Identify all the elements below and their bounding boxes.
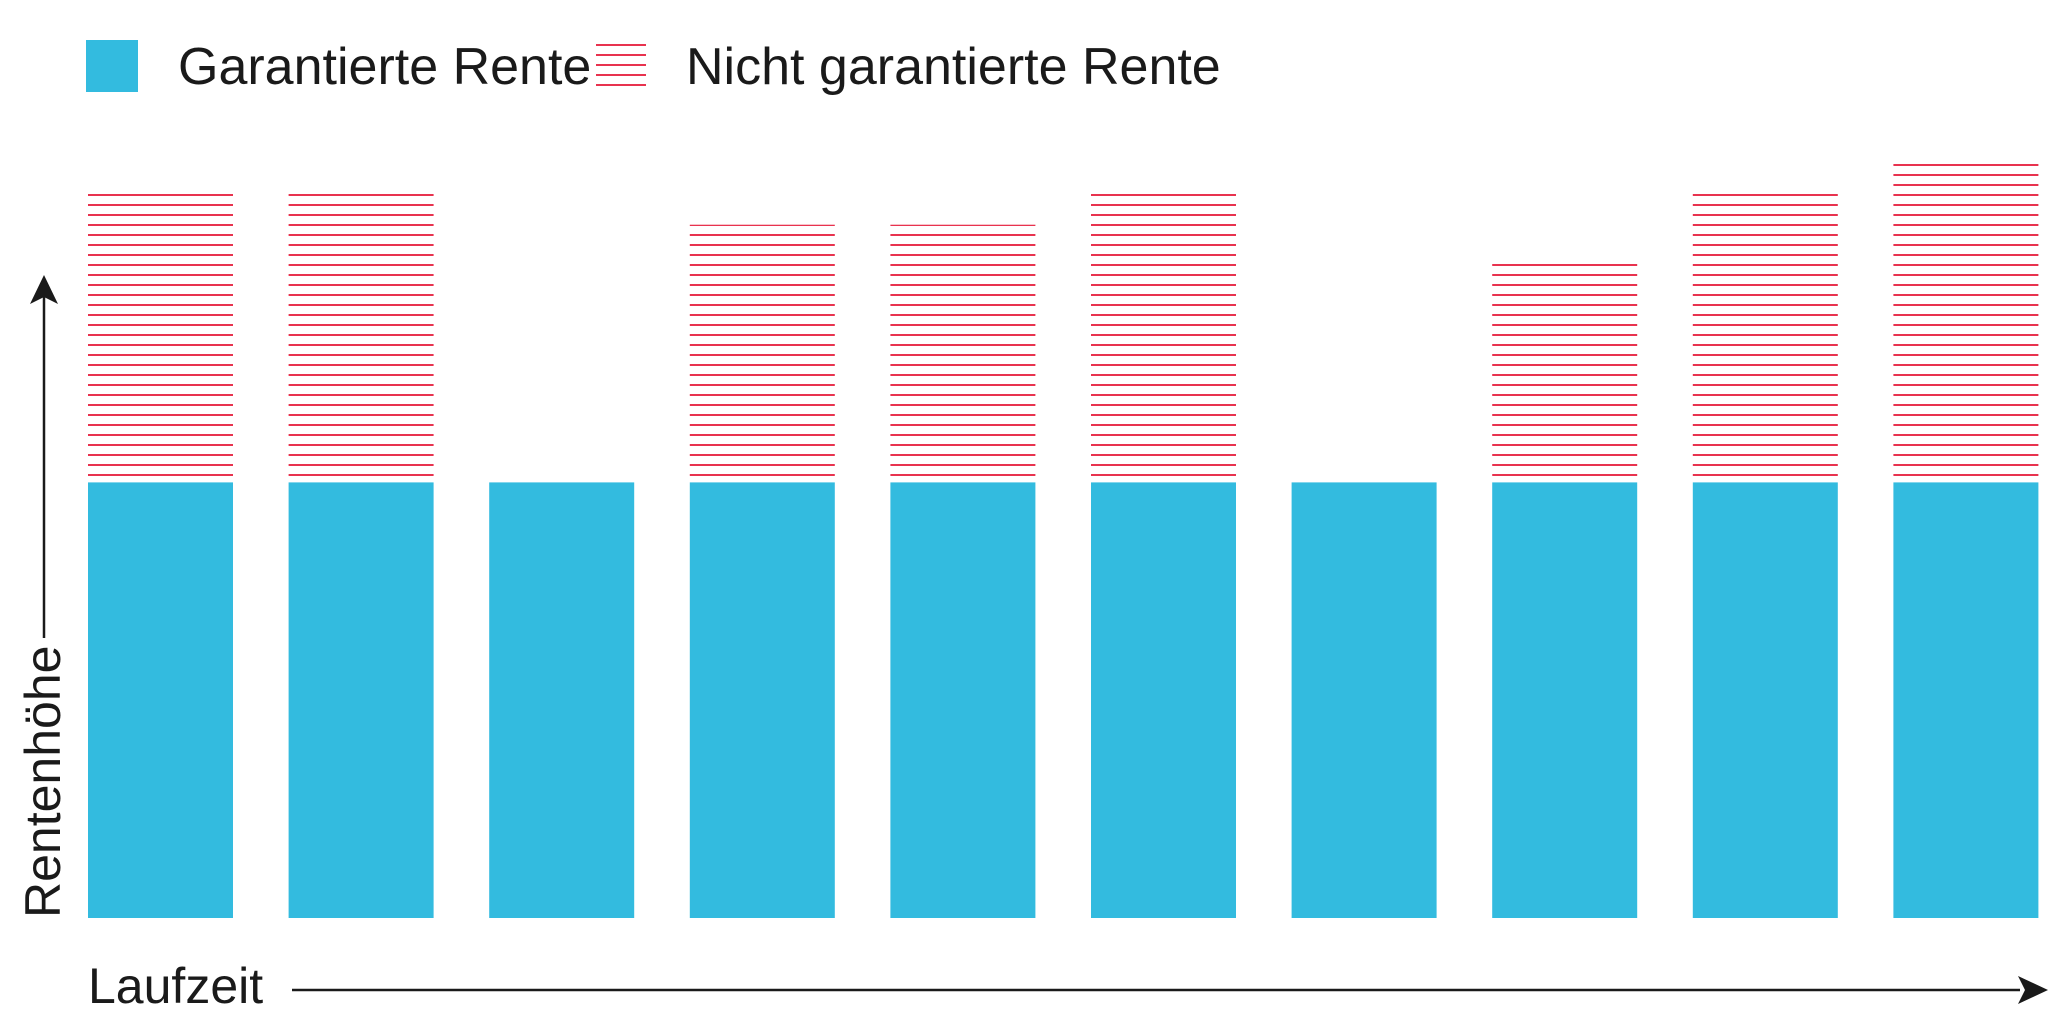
bar-guaranteed-1 [88,482,233,918]
bar-non-guaranteed-5 [890,224,1036,483]
bar-non-guaranteed-10 [1893,159,2039,483]
bar-non-guaranteed-4 [689,224,835,483]
bar-non-guaranteed-2 [288,192,434,483]
legend-label-non-guaranteed: Nicht garantierte Rente [686,38,1221,96]
x-axis-arrowhead [2018,976,2048,1004]
bar-guaranteed-6 [1091,482,1236,918]
x-axis-label: Laufzeit [88,958,263,1014]
bar-non-guaranteed-6 [1091,192,1236,483]
bar-non-guaranteed-8 [1492,257,1638,483]
bar-guaranteed-9 [1692,482,1838,918]
bar-guaranteed-4 [689,482,835,918]
bar-guaranteed-7 [1291,482,1437,918]
bar-guaranteed-2 [288,482,434,918]
bar-guaranteed-10 [1893,482,2039,918]
bar-non-guaranteed-9 [1692,192,1838,483]
y-axis-label: Rentenhöhe [15,646,71,918]
bar-guaranteed-3 [489,482,635,918]
legend-swatch-guaranteed [86,40,138,92]
bar-guaranteed-8 [1492,482,1638,918]
bar-guaranteed-5 [890,482,1036,918]
x-axis: Laufzeit [88,958,2048,1014]
legend-label-guaranteed: Garantierte Rente [178,38,591,96]
y-axis: Rentenhöhe [15,275,71,918]
legend-swatch-non-guaranteed [596,40,646,92]
bar-non-guaranteed-1 [88,192,233,483]
bars [88,159,2039,918]
y-axis-arrowhead [30,275,58,304]
legend: Garantierte Rente Nicht garantierte Rent… [86,38,1221,96]
